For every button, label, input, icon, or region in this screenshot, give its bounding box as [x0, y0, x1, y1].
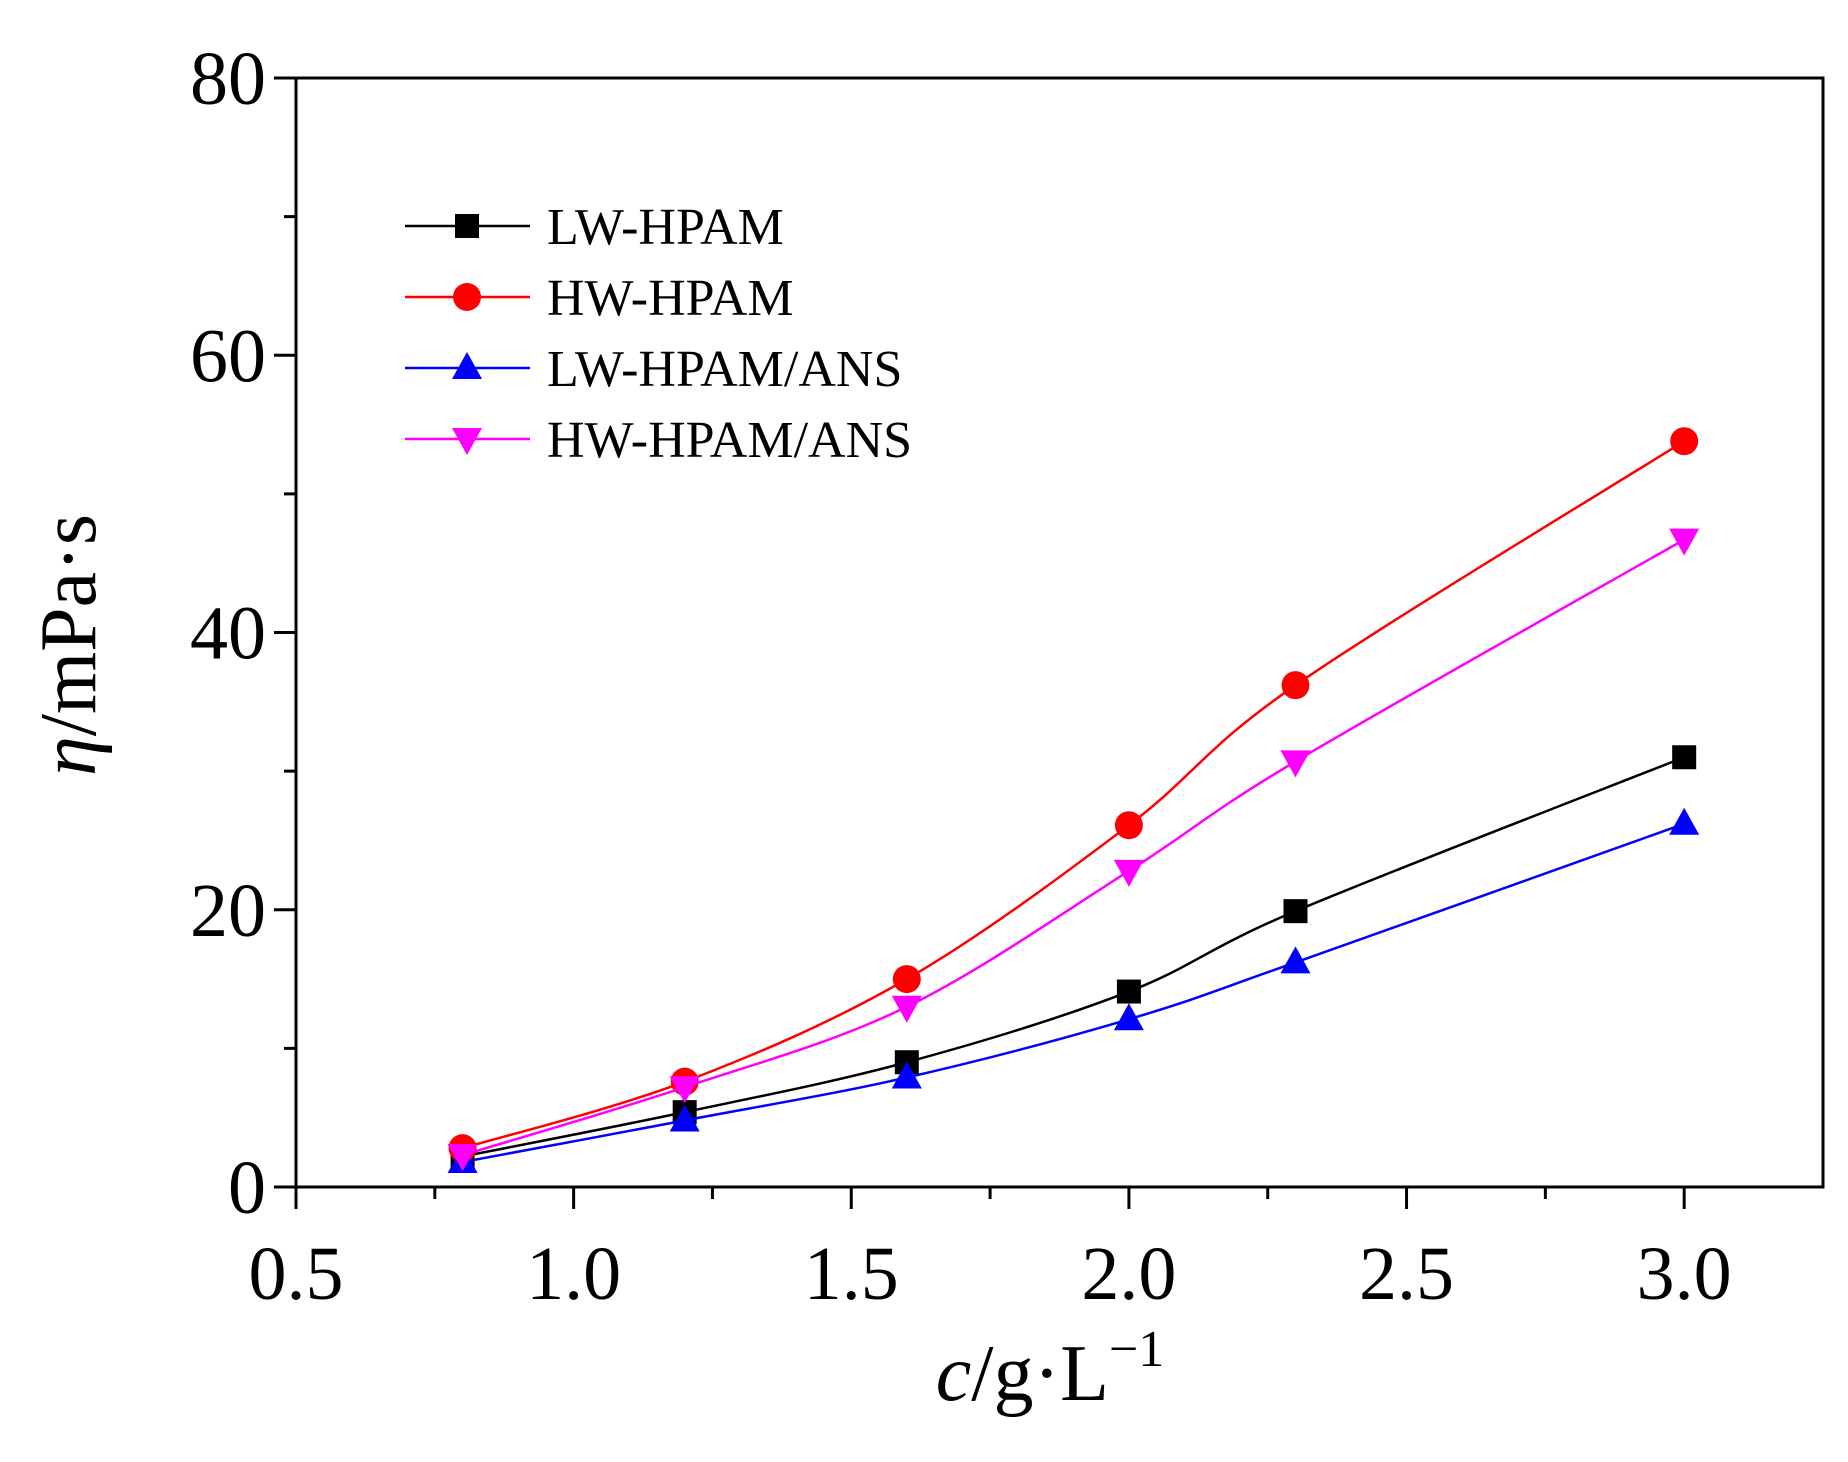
legend-label-hw-hpam: HW-HPAM: [547, 270, 794, 327]
y-tick-label: 60: [190, 314, 266, 398]
data-point-lw-hpam-ans: [1669, 807, 1700, 835]
legend-label-lw-hpam: LW-HPAM: [547, 199, 784, 256]
data-point-hw-hpam: [892, 965, 921, 994]
data-point-hw-hpam: [1281, 671, 1310, 700]
y-tick-label: 20: [190, 869, 266, 953]
x-axis-title: c/g·L−1: [936, 1321, 1165, 1418]
data-point-hw-hpam-ans: [447, 1144, 478, 1172]
y-tick-label: 40: [190, 592, 266, 676]
legend-label-lw-hpam-ans: LW-HPAM/ANS: [547, 341, 902, 398]
data-point-hw-hpam-ans: [1669, 528, 1700, 556]
data-point-hw-hpam-ans: [669, 1076, 700, 1104]
x-tick-label: 2.5: [1359, 1232, 1454, 1316]
data-point-hw-hpam-ans: [891, 995, 922, 1023]
x-axis-unit-exponent: −1: [1109, 1321, 1164, 1378]
x-axis-variable: c: [936, 1330, 972, 1418]
legend: LW-HPAM HW-HPAM LW-HPAM/ANS HW-HPAM/ANS: [405, 199, 912, 469]
x-tick-label: 3.0: [1637, 1232, 1732, 1316]
data-point-lw-hpam-ans: [1113, 1003, 1144, 1031]
data-point-hw-hpam-ans: [1113, 859, 1144, 887]
data-point-lw-hpam-ans: [669, 1104, 700, 1132]
series-layer: [447, 427, 1700, 1174]
series-line-lw-hpam-ans: [462, 822, 1685, 1164]
series-line-hw-hpam-ans: [462, 538, 1685, 1157]
y-axis-title: η/mPa·s: [25, 514, 113, 776]
data-point-lw-hpam: [1672, 745, 1697, 770]
axes: 0.5 1.0 1.5 2.0 2.5 3.0 0 20 40 60 80: [190, 37, 1825, 1316]
y-tick-label: 80: [190, 37, 266, 121]
legend-marker-lw-hpam-ans: [452, 352, 482, 379]
data-point-hw-hpam: [1670, 427, 1699, 456]
data-point-lw-hpam-ans: [1280, 946, 1311, 974]
data-point-lw-hpam-ans: [891, 1061, 922, 1089]
legend-label-hw-hpam-ans: HW-HPAM/ANS: [547, 412, 912, 469]
data-point-hw-hpam-ans: [1280, 750, 1311, 778]
legend-marker-hw-hpam-ans: [452, 428, 482, 455]
plot-frame: [294, 76, 1825, 1189]
x-tick-label: 2.0: [1081, 1232, 1176, 1316]
y-axis-variable: η: [25, 736, 113, 776]
data-point-lw-hpam: [1116, 979, 1141, 1004]
data-point-hw-hpam: [1114, 811, 1143, 840]
data-point-lw-hpam: [1283, 899, 1308, 924]
x-tick-label: 0.5: [249, 1232, 344, 1316]
legend-marker-lw-hpam: [455, 214, 479, 238]
x-tick-label: 1.0: [526, 1232, 621, 1316]
y-tick-label: 0: [228, 1146, 266, 1230]
series-line-lw-hpam: [462, 756, 1685, 1158]
legend-marker-hw-hpam: [453, 283, 481, 311]
x-axis-unit: /g·L: [971, 1330, 1109, 1418]
x-tick-label: 1.5: [804, 1232, 899, 1316]
y-axis-unit: /mPa·s: [25, 514, 113, 736]
series-line-hw-hpam: [462, 440, 1685, 1150]
